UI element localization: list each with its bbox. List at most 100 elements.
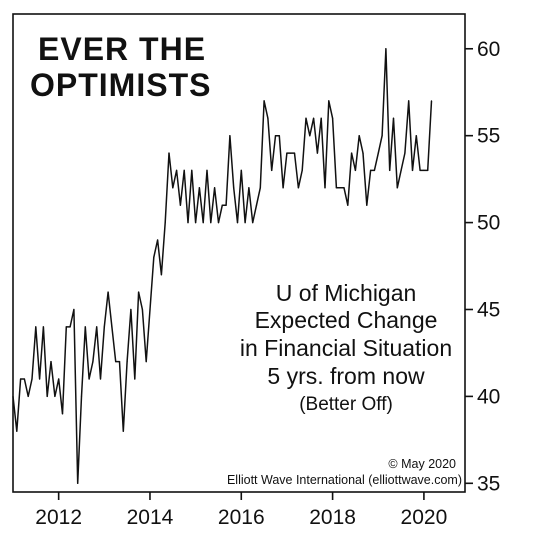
data-point (39, 378, 41, 380)
data-point (172, 187, 174, 189)
data-point (430, 100, 433, 102)
data-point (12, 395, 14, 397)
data-point (267, 117, 269, 119)
data-point (214, 187, 216, 189)
data-point (404, 152, 406, 154)
data-point (332, 117, 334, 119)
data-point (301, 169, 303, 171)
data-point (392, 117, 395, 119)
data-point (54, 395, 56, 397)
data-point (145, 361, 147, 363)
x-tick-label: 2012 (35, 506, 82, 529)
data-point (88, 378, 90, 380)
data-point (225, 204, 227, 206)
data-point (198, 187, 200, 189)
data-point (366, 204, 368, 206)
annotation-line-4: 5 yrs. from now (267, 363, 425, 389)
data-point (118, 361, 121, 363)
source-credit: Elliott Wave International (elliottwave.… (227, 473, 462, 487)
data-point (347, 204, 349, 206)
data-point (160, 274, 162, 276)
data-point (229, 135, 231, 137)
data-point (271, 169, 273, 171)
y-tick-label: 60 (477, 38, 500, 61)
data-point (202, 222, 204, 224)
copyright-note: © May 2020 (388, 457, 456, 471)
data-point (423, 169, 425, 171)
data-point (69, 326, 71, 328)
data-point (293, 152, 296, 154)
data-point (305, 117, 307, 119)
annotation-line-1: U of Michigan (276, 280, 417, 306)
data-point (389, 169, 391, 171)
annotation-line-3: in Financial Situation (240, 335, 452, 361)
data-point (408, 100, 410, 102)
data-point (96, 326, 98, 328)
data-point (252, 222, 254, 224)
data-point (316, 152, 318, 154)
data-point (50, 361, 52, 363)
y-tick-label: 50 (477, 212, 500, 235)
data-point (46, 395, 48, 397)
y-tick-label: 35 (477, 472, 500, 495)
data-point (328, 100, 330, 102)
data-point (415, 135, 417, 137)
data-point (221, 204, 223, 206)
data-point (168, 152, 170, 154)
data-point (309, 135, 311, 137)
data-point (320, 117, 322, 119)
data-point (23, 378, 25, 380)
data-point (354, 169, 356, 171)
data-point (290, 152, 292, 154)
data-point (381, 135, 383, 137)
x-tick-label: 2018 (309, 506, 356, 529)
data-point (84, 326, 86, 328)
data-point (255, 204, 258, 206)
annotation-line-2: Expected Change (255, 307, 438, 333)
data-point (65, 326, 67, 328)
data-point (122, 430, 124, 432)
data-point (248, 187, 250, 189)
data-point (20, 378, 22, 380)
data-point (179, 204, 181, 206)
data-point (244, 222, 246, 224)
data-point (191, 169, 193, 171)
data-point (400, 169, 402, 171)
chart-title-line-2: OPTIMISTS (30, 67, 211, 103)
data-point (27, 395, 29, 397)
plot-frame (12, 13, 466, 493)
data-point (286, 152, 288, 154)
data-point (31, 378, 33, 380)
x-tick-label: 2016 (218, 506, 265, 529)
series-points (12, 48, 433, 484)
data-point (373, 169, 375, 171)
annotation-line-5: (Better Off) (299, 394, 393, 415)
data-point (233, 187, 235, 189)
data-point (130, 308, 132, 311)
data-point (385, 48, 387, 50)
x-tick-label: 2020 (401, 506, 448, 529)
data-point (358, 135, 360, 137)
data-point (370, 169, 372, 171)
data-point (217, 222, 220, 224)
data-point (396, 187, 398, 189)
data-point (92, 361, 94, 363)
data-point (183, 169, 185, 171)
y-tick-label: 40 (477, 385, 500, 408)
data-point (35, 326, 37, 328)
data-point (335, 187, 337, 189)
data-point (126, 361, 128, 363)
data-point (115, 361, 117, 363)
data-point (377, 152, 379, 154)
data-point (176, 169, 178, 171)
data-point (77, 482, 79, 484)
data-point (411, 169, 414, 171)
data-point (58, 378, 60, 380)
data-point (263, 100, 265, 102)
data-point (343, 187, 345, 189)
data-point (313, 117, 315, 119)
y-axis: 35 40 45 50 55 60 (465, 38, 500, 495)
data-point (99, 378, 102, 380)
data-point (427, 169, 429, 171)
